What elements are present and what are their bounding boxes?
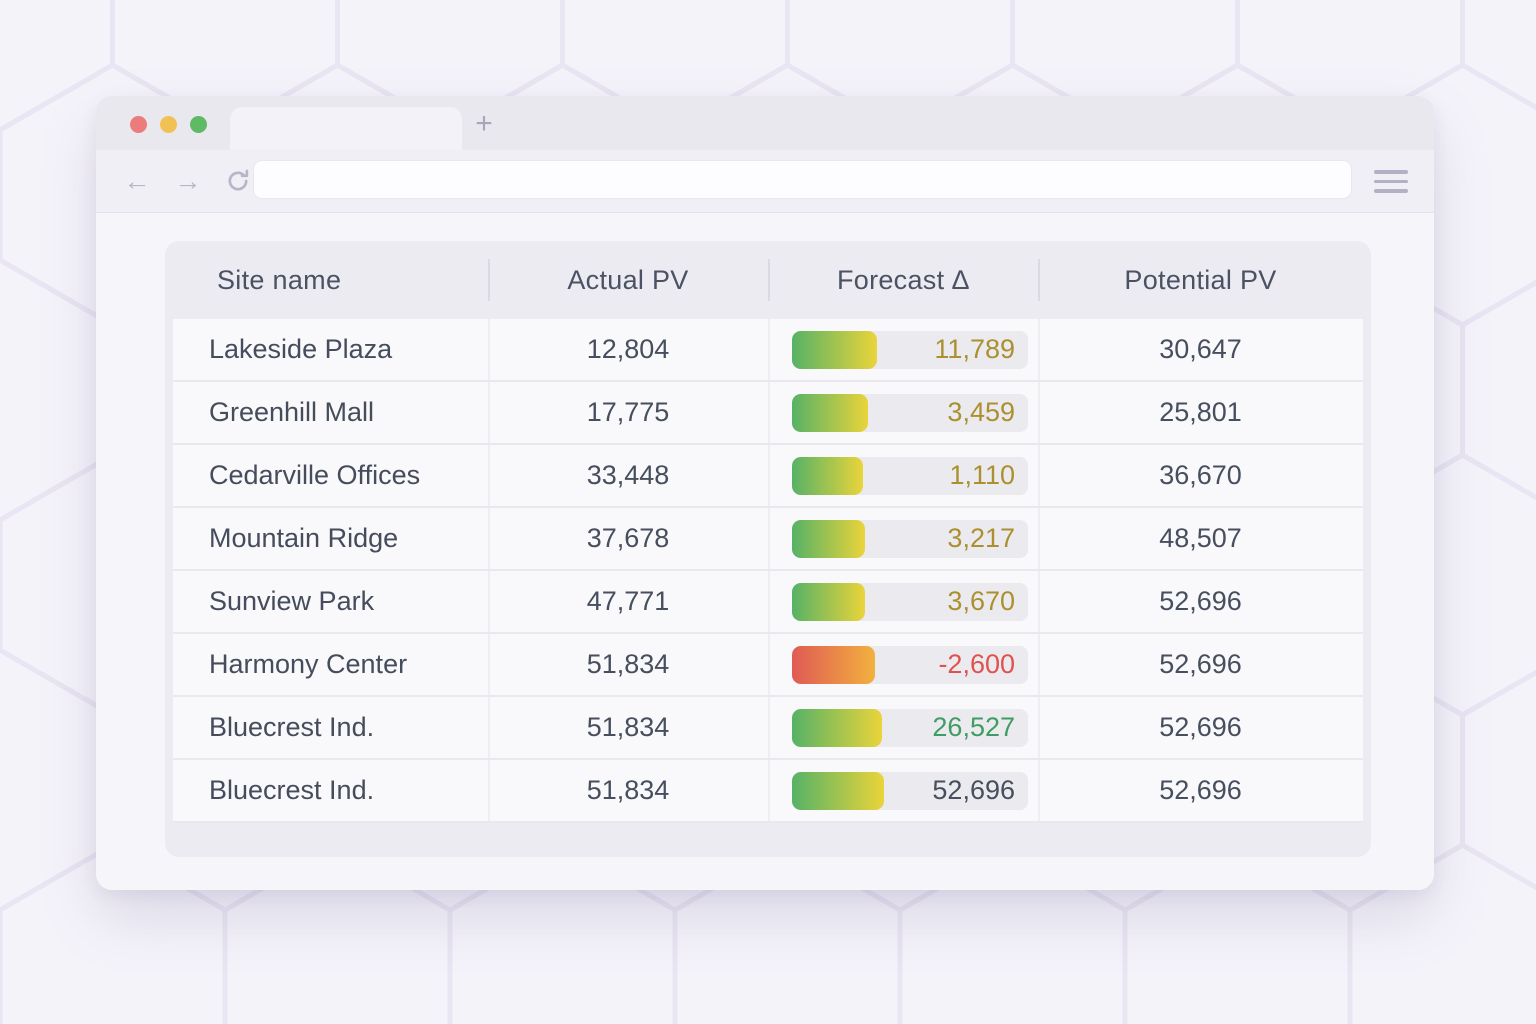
site-name-cell: Mountain Ridge — [173, 508, 488, 569]
forecast-delta-cell: 11,789 — [768, 319, 1038, 380]
forecast-delta-cell: 1,110 — [768, 445, 1038, 506]
refresh-icon[interactable] — [224, 167, 252, 195]
site-name-cell: Greenhill Mall — [173, 382, 488, 443]
delta-bar-track: 11,789 — [792, 331, 1028, 369]
forecast-delta-cell: 52,696 — [768, 760, 1038, 821]
url-input[interactable] — [253, 160, 1352, 199]
site-name-cell: Sunview Park — [173, 571, 488, 632]
delta-bar-track: 3,459 — [792, 394, 1028, 432]
delta-value: 3,670 — [947, 586, 1028, 617]
table-row[interactable]: Bluecrest Ind. 51,834 26,527 52,696 — [173, 697, 1363, 760]
delta-bar-fill — [792, 709, 882, 747]
delta-value: -2,600 — [938, 649, 1028, 680]
table-row[interactable]: Greenhill Mall 17,775 3,459 25,801 — [173, 382, 1363, 445]
minimize-window-icon[interactable] — [160, 116, 177, 133]
potential-pv-cell: 48,507 — [1038, 508, 1363, 569]
site-name-cell: Lakeside Plaza — [173, 319, 488, 380]
actual-pv-cell: 37,678 — [488, 508, 768, 569]
potential-pv-cell: 52,696 — [1038, 634, 1363, 695]
pv-table-card: Site name Actual PV Forecast ∆ Potential… — [165, 241, 1371, 857]
delta-value: 52,696 — [932, 775, 1028, 806]
column-header-site-name: Site name — [173, 241, 488, 319]
delta-bar-fill — [792, 394, 868, 432]
table-row[interactable]: Sunview Park 47,771 3,670 52,696 — [173, 571, 1363, 634]
delta-value: 3,459 — [947, 397, 1028, 428]
delta-bar-track: 52,696 — [792, 772, 1028, 810]
potential-pv-cell: 52,696 — [1038, 697, 1363, 758]
site-name-cell: Bluecrest Ind. — [173, 697, 488, 758]
navigation-buttons: ← → — [122, 150, 252, 212]
potential-pv-cell: 52,696 — [1038, 760, 1363, 821]
delta-value: 3,217 — [947, 523, 1028, 554]
maximize-window-icon[interactable] — [190, 116, 207, 133]
menu-icon[interactable] — [1374, 170, 1408, 193]
tab-strip: + — [96, 96, 1434, 150]
actual-pv-cell: 51,834 — [488, 760, 768, 821]
browser-toolbar: ← → — [96, 150, 1434, 213]
table-row[interactable]: Cedarville Offices 33,448 1,110 36,670 — [173, 445, 1363, 508]
actual-pv-cell: 51,834 — [488, 634, 768, 695]
delta-bar-fill — [792, 520, 865, 558]
site-name-cell: Bluecrest Ind. — [173, 760, 488, 821]
table-row[interactable]: Harmony Center 51,834 -2,600 52,696 — [173, 634, 1363, 697]
delta-bar-fill — [792, 772, 884, 810]
forward-arrow-icon[interactable]: → — [173, 166, 203, 197]
delta-bar-track: 1,110 — [792, 457, 1028, 495]
table-header-row: Site name Actual PV Forecast ∆ Potential… — [173, 241, 1363, 319]
delta-bar-track: -2,600 — [792, 646, 1028, 684]
table-body: Lakeside Plaza 12,804 11,789 30,647 Gree… — [173, 319, 1363, 823]
browser-window: + ← → Site name — [96, 96, 1434, 890]
table-row[interactable]: Lakeside Plaza 12,804 11,789 30,647 — [173, 319, 1363, 382]
delta-bar-fill — [792, 646, 875, 684]
delta-bar-track: 3,217 — [792, 520, 1028, 558]
delta-bar-track: 3,670 — [792, 583, 1028, 621]
column-header-actual-pv: Actual PV — [488, 241, 768, 319]
forecast-delta-cell: 26,527 — [768, 697, 1038, 758]
column-header-potential-pv: Potential PV — [1038, 241, 1363, 319]
site-name-cell: Cedarville Offices — [173, 445, 488, 506]
delta-bar-fill — [792, 331, 877, 369]
delta-value: 26,527 — [932, 712, 1028, 743]
forecast-delta-cell: -2,600 — [768, 634, 1038, 695]
actual-pv-cell: 17,775 — [488, 382, 768, 443]
table-row[interactable]: Mountain Ridge 37,678 3,217 48,507 — [173, 508, 1363, 571]
actual-pv-cell: 51,834 — [488, 697, 768, 758]
potential-pv-cell: 36,670 — [1038, 445, 1363, 506]
actual-pv-cell: 33,448 — [488, 445, 768, 506]
potential-pv-cell: 25,801 — [1038, 382, 1363, 443]
forecast-delta-cell: 3,670 — [768, 571, 1038, 632]
forecast-delta-cell: 3,459 — [768, 382, 1038, 443]
delta-bar-fill — [792, 457, 863, 495]
window-controls — [130, 116, 207, 133]
desktop-background: + ← → Site name — [0, 0, 1536, 1024]
potential-pv-cell: 52,696 — [1038, 571, 1363, 632]
back-arrow-icon[interactable]: ← — [122, 166, 152, 197]
delta-value: 1,110 — [949, 460, 1028, 491]
page-content: Site name Actual PV Forecast ∆ Potential… — [96, 213, 1434, 890]
delta-bar-track: 26,527 — [792, 709, 1028, 747]
column-header-forecast-delta: Forecast ∆ — [768, 241, 1038, 319]
potential-pv-cell: 30,647 — [1038, 319, 1363, 380]
actual-pv-cell: 12,804 — [488, 319, 768, 380]
actual-pv-cell: 47,771 — [488, 571, 768, 632]
forecast-delta-cell: 3,217 — [768, 508, 1038, 569]
table-row[interactable]: Bluecrest Ind. 51,834 52,696 52,696 — [173, 760, 1363, 823]
close-window-icon[interactable] — [130, 116, 147, 133]
browser-tab[interactable] — [230, 107, 462, 150]
site-name-cell: Harmony Center — [173, 634, 488, 695]
delta-value: 11,789 — [934, 334, 1028, 365]
delta-bar-fill — [792, 583, 865, 621]
new-tab-button[interactable]: + — [464, 104, 504, 144]
